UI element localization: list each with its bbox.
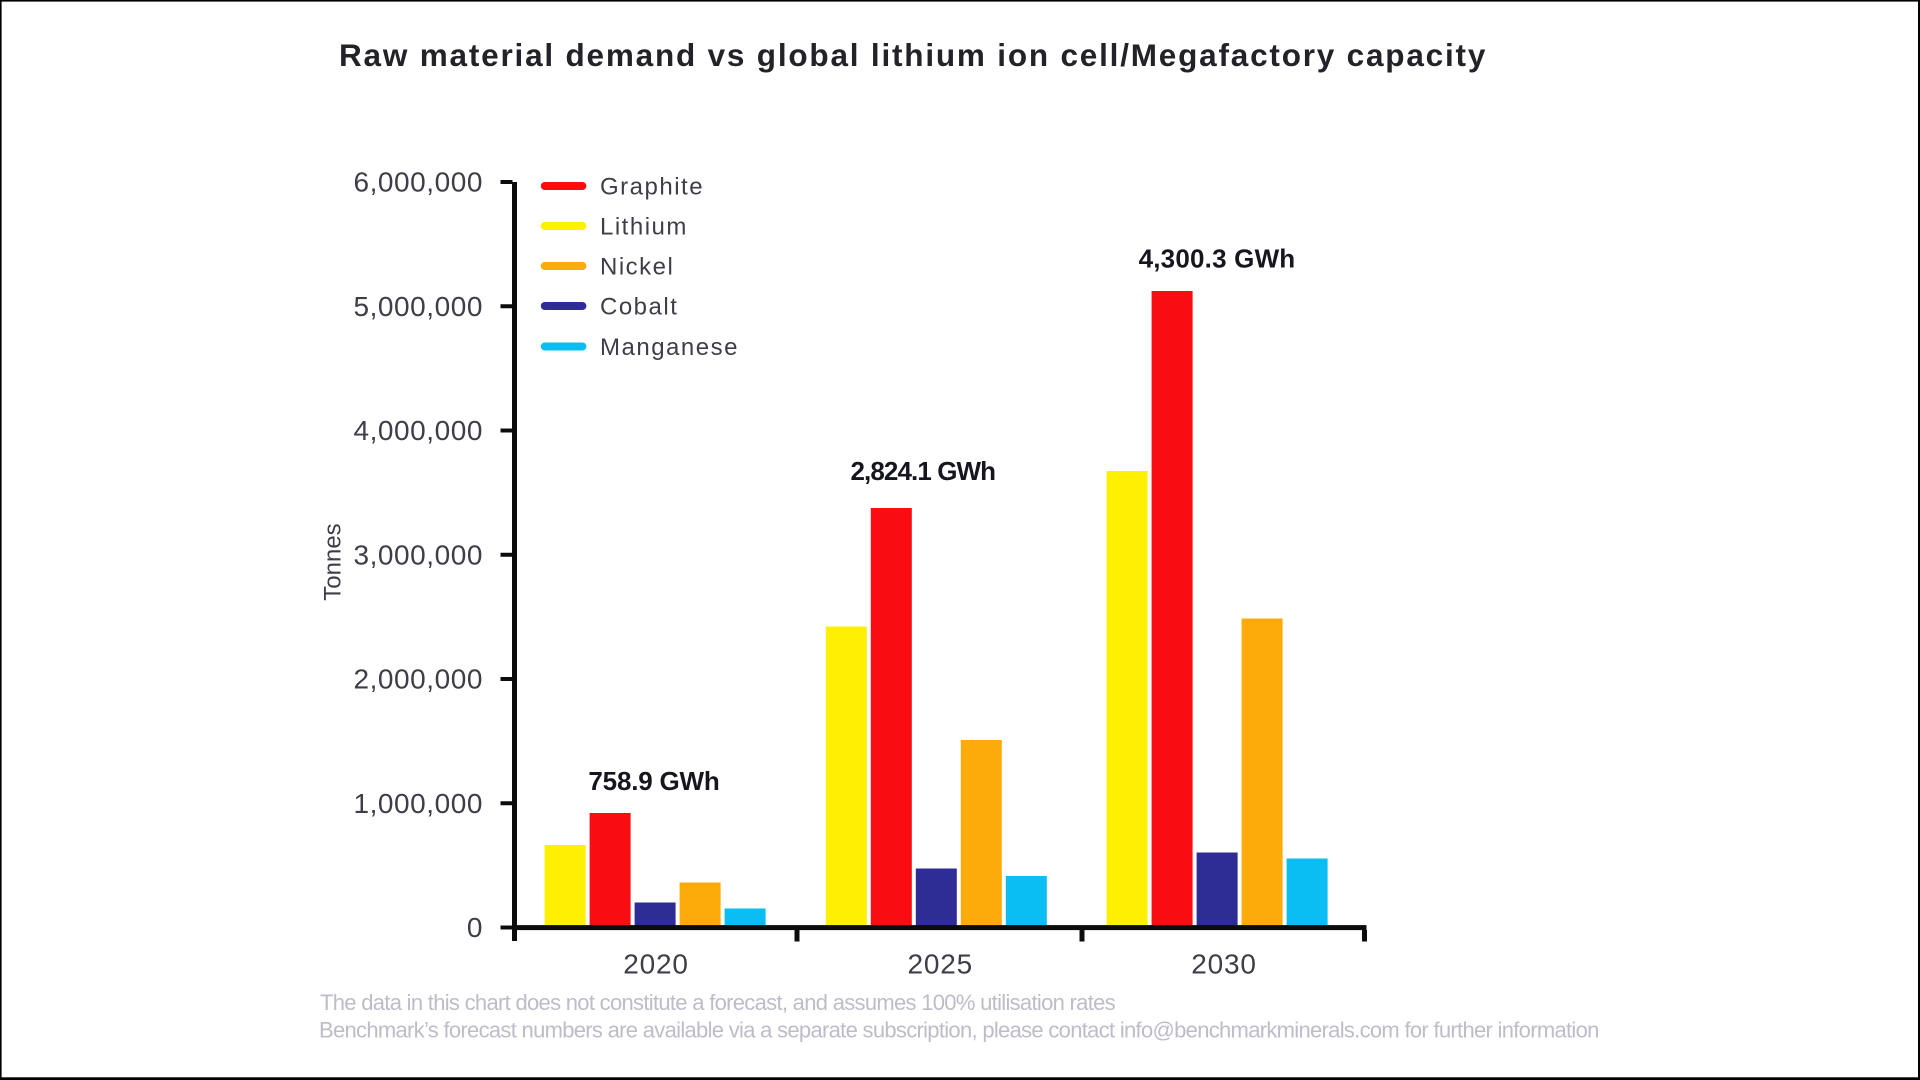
svg-text:2,000,000: 2,000,000 [353, 664, 483, 695]
svg-text:6,000,000: 6,000,000 [353, 167, 483, 198]
svg-text:Tonnes: Tonnes [320, 523, 347, 600]
svg-text:758.9 GWh: 758.9 GWh [588, 766, 719, 796]
svg-text:Cobalt: Cobalt [600, 294, 678, 321]
svg-text:2025: 2025 [908, 949, 974, 980]
svg-text:5,000,000: 5,000,000 [353, 291, 483, 322]
svg-text:1,000,000: 1,000,000 [353, 788, 483, 819]
svg-text:4,300.3 GWh: 4,300.3 GWh [1139, 243, 1296, 273]
svg-text:Lithium: Lithium [600, 214, 688, 241]
svg-text:The data in this chart does no: The data in this chart does not constitu… [320, 990, 1116, 1015]
svg-text:Benchmark’s forecast numbers a: Benchmark’s forecast numbers are availab… [319, 1018, 1599, 1043]
svg-text:Manganese: Manganese [600, 334, 739, 361]
svg-text:0: 0 [467, 912, 483, 943]
svg-text:3,000,000: 3,000,000 [353, 539, 483, 570]
svg-text:2020: 2020 [623, 949, 689, 980]
svg-text:Nickel: Nickel [600, 254, 674, 281]
svg-text:2,824.1 GWh: 2,824.1 GWh [850, 456, 995, 486]
svg-text:4,000,000: 4,000,000 [353, 415, 483, 446]
svg-text:Raw material demand vs global: Raw material demand vs global lithium io… [339, 37, 1487, 73]
svg-text:Graphite: Graphite [600, 174, 704, 201]
svg-text:2030: 2030 [1191, 949, 1257, 980]
